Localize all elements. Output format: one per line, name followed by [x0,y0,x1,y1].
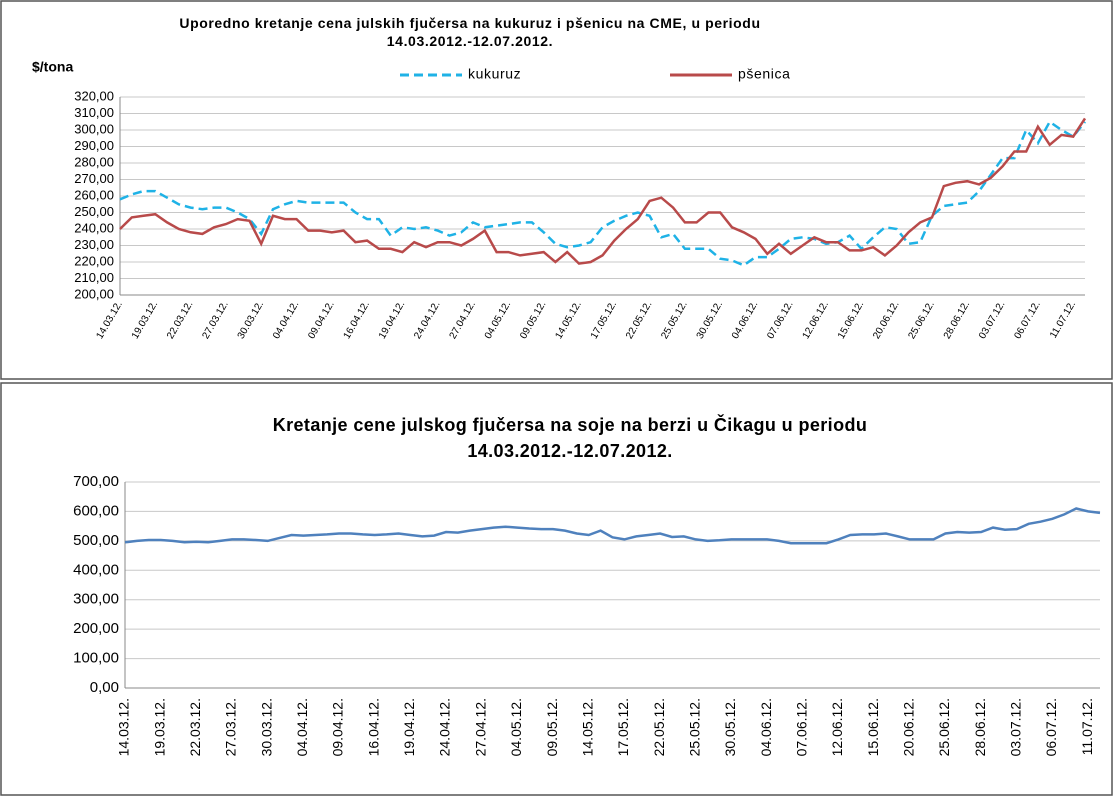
x-tick-label: 30.03.12. [236,299,266,341]
x-tick-label: 28.06.12. [942,299,972,341]
x-tick-label: 04.04.12. [294,698,310,756]
x-tick-label: 04.05.12. [508,698,524,756]
y-tick-label: 300,00 [74,121,114,136]
x-tick-label: 24.04.12. [437,698,453,756]
y-tick-label: 230,00 [74,237,114,252]
y-tick-label: 500,00 [73,532,119,549]
y-axis-label: $/tona [32,59,73,75]
x-tick-label: 11.07.12. [1079,698,1095,755]
x-tick-label: 22.03.12. [187,698,203,756]
x-tick-label: 14.03.12. [94,299,124,341]
y-tick-label: 220,00 [74,253,114,268]
x-tick-label: 28.06.12. [972,698,988,756]
y-tick-label: 600,00 [73,502,119,519]
chart-title: Kretanje cene julskog fjučersa na soje n… [272,415,868,461]
x-tick-label: 22.05.12. [624,299,654,341]
x-tick-label: 09.04.12. [306,299,336,341]
series-line [119,119,1086,267]
y-tick-label: 200,00 [74,286,114,301]
x-tick-label: 19.03.12. [151,698,167,756]
chart-title: Uporedno kretanje cena julskih fjučersa … [179,15,761,49]
y-tick-label: 0,00 [90,679,119,696]
series-line [119,117,1087,265]
x-tick-label: 27.03.12. [223,698,239,756]
y-tick-label: 240,00 [74,220,114,235]
x-tick-label: 06.07.12. [1012,299,1042,341]
x-tick-label: 12.06.12. [829,698,845,756]
x-tick-label: 19.03.12. [130,299,160,341]
x-tick-label: 04.06.12. [730,299,760,341]
x-tick-label: 27.03.12. [200,299,230,341]
x-tick-label: 19.04.12. [377,299,407,341]
x-tick-label: 04.05.12. [483,299,513,341]
x-tick-label: 22.05.12. [651,698,667,756]
x-tick-label: 17.05.12. [615,698,631,756]
x-tick-label: 20.06.12. [871,299,901,341]
x-tick-label: 04.06.12. [758,698,774,756]
x-tick-label: 25.06.12. [907,299,937,341]
series-line [124,507,1101,545]
x-tick-label: 03.07.12. [1007,698,1023,756]
y-tick-label: 700,00 [73,473,119,490]
x-tick-label: 20.06.12. [900,698,916,756]
x-tick-label: 04.04.12. [271,299,301,341]
x-tick-label: 22.03.12. [165,299,195,341]
y-tick-label: 280,00 [74,154,114,169]
x-tick-label: 17.05.12. [589,299,619,341]
x-tick-label: 24.04.12. [412,299,442,341]
x-tick-label: 25.06.12. [936,698,952,756]
x-tick-label: 25.05.12. [686,698,702,756]
x-tick-label: 11.07.12. [1048,299,1078,340]
x-tick-label: 14.05.12. [553,299,583,341]
y-tick-label: 400,00 [73,561,119,578]
legend-label: kukuruz [468,66,521,82]
x-tick-label: 27.04.12. [472,698,488,756]
x-tick-label: 16.04.12. [342,299,372,341]
y-tick-label: 250,00 [74,204,114,219]
x-tick-label: 16.04.12. [365,698,381,756]
x-tick-label: 15.06.12. [836,299,866,341]
x-tick-label: 09.04.12. [330,698,346,756]
x-tick-label: 30.03.12. [258,698,274,756]
x-tick-label: 03.07.12. [977,299,1007,341]
x-tick-label: 30.05.12. [695,299,725,341]
y-tick-label: 320,00 [74,88,114,103]
x-tick-label: 30.05.12. [722,698,738,756]
y-tick-label: 210,00 [74,270,114,285]
x-tick-label: 15.06.12. [865,698,881,756]
y-tick-label: 310,00 [74,105,114,120]
x-tick-label: 27.04.12. [448,299,478,341]
x-tick-label: 09.05.12. [544,698,560,756]
x-tick-label: 07.06.12. [793,698,809,756]
y-tick-label: 260,00 [74,187,114,202]
chart-frame [0,0,1113,380]
x-tick-label: 25.05.12. [659,299,689,341]
legend-label: pšenica [738,66,790,82]
y-tick-label: 300,00 [73,591,119,608]
y-tick-label: 200,00 [73,620,119,637]
x-tick-label: 07.06.12. [765,299,795,341]
y-tick-label: 290,00 [74,138,114,153]
x-tick-label: 14.05.12. [579,698,595,756]
x-tick-label: 06.07.12. [1043,698,1059,756]
x-tick-label: 12.06.12. [801,299,831,341]
x-tick-label: 14.03.12. [116,698,132,756]
y-tick-label: 270,00 [74,171,114,186]
x-tick-label: 09.05.12. [518,299,548,341]
y-tick-label: 100,00 [73,650,119,667]
x-tick-label: 19.04.12. [401,698,417,756]
chart-frame [0,382,1113,796]
